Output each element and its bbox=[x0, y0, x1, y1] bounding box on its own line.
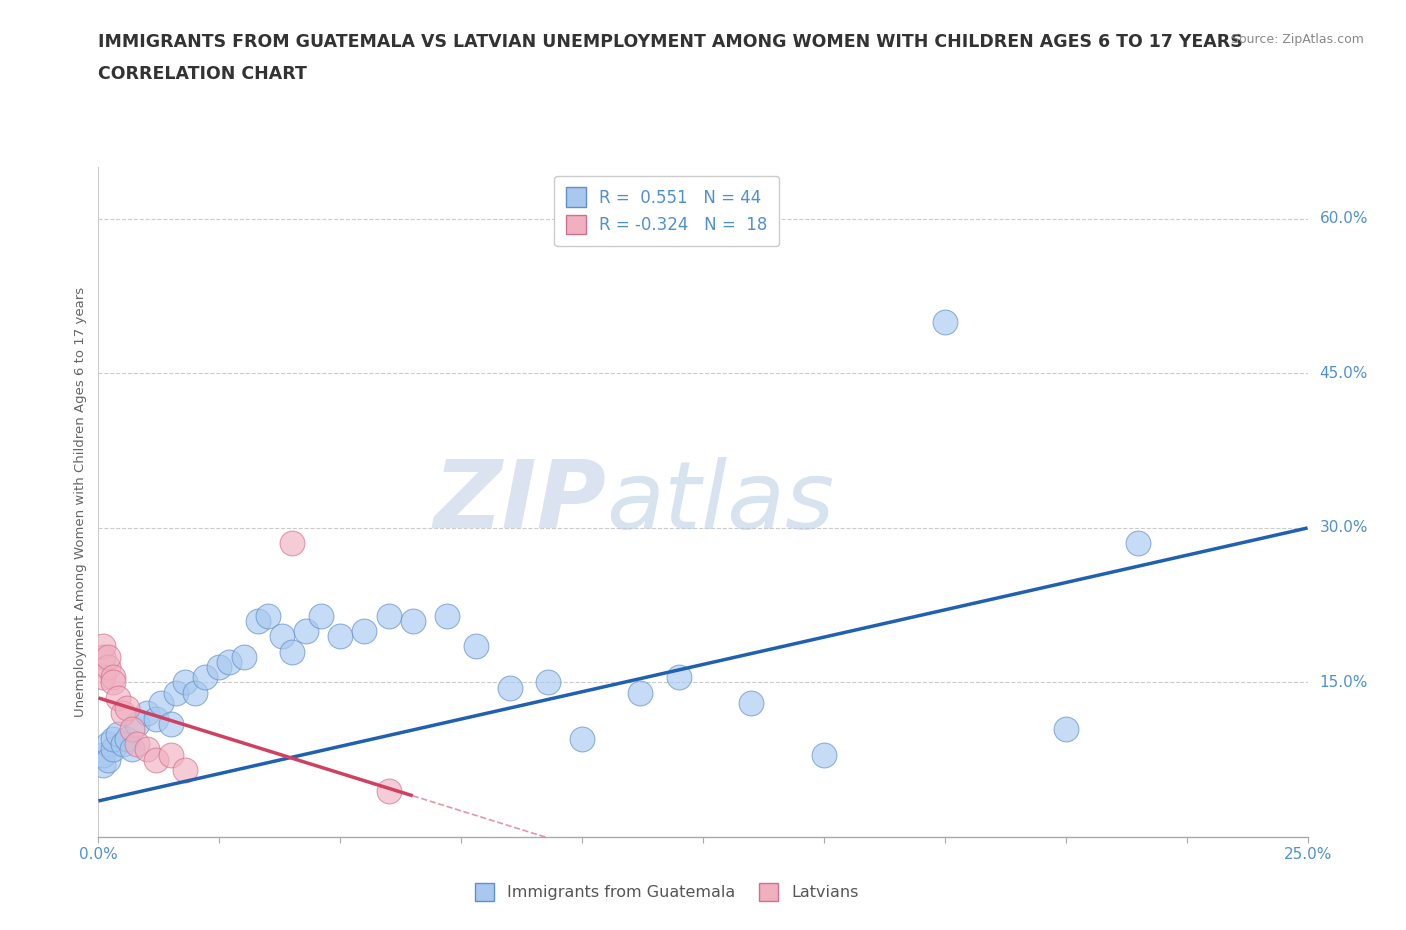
Legend: Immigrants from Guatemala, Latvians: Immigrants from Guatemala, Latvians bbox=[467, 875, 866, 910]
Point bbox=[740, 696, 762, 711]
Point bbox=[1128, 536, 1150, 551]
Y-axis label: Unemployment Among Women with Children Ages 6 to 17 years: Unemployment Among Women with Children A… bbox=[75, 287, 87, 717]
Point bbox=[537, 675, 560, 690]
Point bbox=[377, 608, 399, 623]
Point bbox=[1054, 722, 1077, 737]
Point bbox=[329, 629, 352, 644]
Point bbox=[281, 536, 304, 551]
Point bbox=[111, 706, 134, 721]
Text: 60.0%: 60.0% bbox=[1320, 211, 1368, 226]
Point bbox=[145, 752, 167, 767]
Point bbox=[107, 690, 129, 705]
Point bbox=[101, 675, 124, 690]
Text: 15.0%: 15.0% bbox=[1320, 675, 1368, 690]
Point bbox=[117, 701, 139, 716]
Point bbox=[97, 752, 120, 767]
Point bbox=[174, 675, 197, 690]
Point bbox=[135, 706, 157, 721]
Point bbox=[813, 747, 835, 762]
Text: CORRELATION CHART: CORRELATION CHART bbox=[98, 65, 308, 83]
Point bbox=[464, 639, 486, 654]
Point bbox=[377, 783, 399, 798]
Point bbox=[402, 613, 425, 628]
Point bbox=[101, 742, 124, 757]
Point bbox=[218, 655, 240, 670]
Text: ZIP: ZIP bbox=[433, 457, 606, 548]
Point bbox=[97, 649, 120, 664]
Point bbox=[135, 742, 157, 757]
Point bbox=[91, 670, 114, 684]
Point bbox=[208, 659, 231, 674]
Point bbox=[91, 747, 114, 762]
Point bbox=[165, 685, 187, 700]
Text: 45.0%: 45.0% bbox=[1320, 365, 1368, 381]
Point bbox=[97, 659, 120, 674]
Point bbox=[111, 737, 134, 751]
Point bbox=[628, 685, 651, 700]
Text: 30.0%: 30.0% bbox=[1320, 521, 1368, 536]
Point bbox=[271, 629, 294, 644]
Point bbox=[121, 722, 143, 737]
Point bbox=[101, 732, 124, 747]
Point bbox=[498, 680, 520, 695]
Point bbox=[232, 649, 254, 664]
Point bbox=[121, 742, 143, 757]
Point bbox=[436, 608, 458, 623]
Point bbox=[256, 608, 278, 623]
Text: atlas: atlas bbox=[606, 457, 835, 548]
Point bbox=[934, 314, 956, 329]
Point bbox=[668, 670, 690, 684]
Point bbox=[127, 737, 149, 751]
Point bbox=[571, 732, 593, 747]
Point bbox=[117, 732, 139, 747]
Point bbox=[107, 726, 129, 741]
Point bbox=[145, 711, 167, 726]
Point bbox=[97, 737, 120, 751]
Point bbox=[150, 696, 173, 711]
Point bbox=[127, 716, 149, 731]
Point bbox=[194, 670, 217, 684]
Point bbox=[160, 716, 183, 731]
Point bbox=[353, 623, 375, 638]
Point bbox=[91, 649, 114, 664]
Point bbox=[101, 670, 124, 684]
Point bbox=[309, 608, 332, 623]
Point bbox=[247, 613, 270, 628]
Point bbox=[174, 763, 197, 777]
Point bbox=[295, 623, 318, 638]
Point bbox=[184, 685, 207, 700]
Text: IMMIGRANTS FROM GUATEMALA VS LATVIAN UNEMPLOYMENT AMONG WOMEN WITH CHILDREN AGES: IMMIGRANTS FROM GUATEMALA VS LATVIAN UNE… bbox=[98, 33, 1243, 50]
Point bbox=[91, 639, 114, 654]
Point bbox=[281, 644, 304, 659]
Text: Source: ZipAtlas.com: Source: ZipAtlas.com bbox=[1230, 33, 1364, 46]
Point bbox=[160, 747, 183, 762]
Point bbox=[91, 757, 114, 772]
